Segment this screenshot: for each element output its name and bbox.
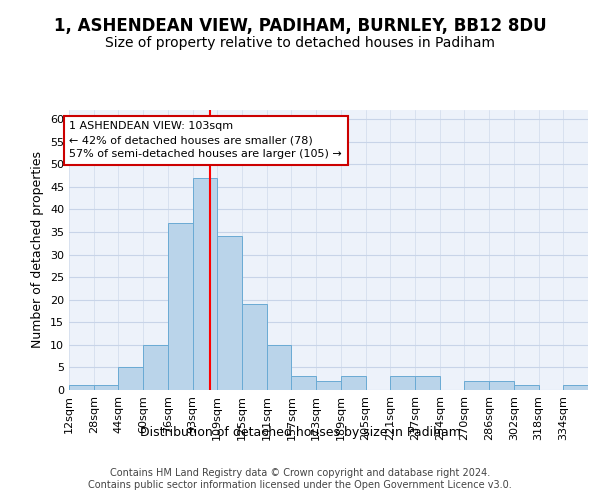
Bar [143, 345, 168, 390]
Bar [563, 386, 588, 390]
Bar [415, 376, 440, 390]
Bar [316, 381, 341, 390]
Bar [292, 376, 316, 390]
Bar [242, 304, 267, 390]
Bar [69, 386, 94, 390]
Text: 1, ASHENDEAN VIEW, PADIHAM, BURNLEY, BB12 8DU: 1, ASHENDEAN VIEW, PADIHAM, BURNLEY, BB1… [53, 18, 547, 36]
Bar [94, 386, 118, 390]
Text: Distribution of detached houses by size in Padiham: Distribution of detached houses by size … [140, 426, 460, 439]
Bar [267, 345, 292, 390]
Bar [193, 178, 217, 390]
Bar [168, 223, 193, 390]
Bar [118, 368, 143, 390]
Bar [390, 376, 415, 390]
Bar [341, 376, 365, 390]
Y-axis label: Number of detached properties: Number of detached properties [31, 152, 44, 348]
Text: Contains public sector information licensed under the Open Government Licence v3: Contains public sector information licen… [88, 480, 512, 490]
Bar [217, 236, 242, 390]
Text: Contains HM Land Registry data © Crown copyright and database right 2024.: Contains HM Land Registry data © Crown c… [110, 468, 490, 477]
Bar [464, 381, 489, 390]
Text: 1 ASHENDEAN VIEW: 103sqm
← 42% of detached houses are smaller (78)
57% of semi-d: 1 ASHENDEAN VIEW: 103sqm ← 42% of detach… [70, 122, 342, 160]
Bar [489, 381, 514, 390]
Text: Size of property relative to detached houses in Padiham: Size of property relative to detached ho… [105, 36, 495, 50]
Bar [514, 386, 539, 390]
